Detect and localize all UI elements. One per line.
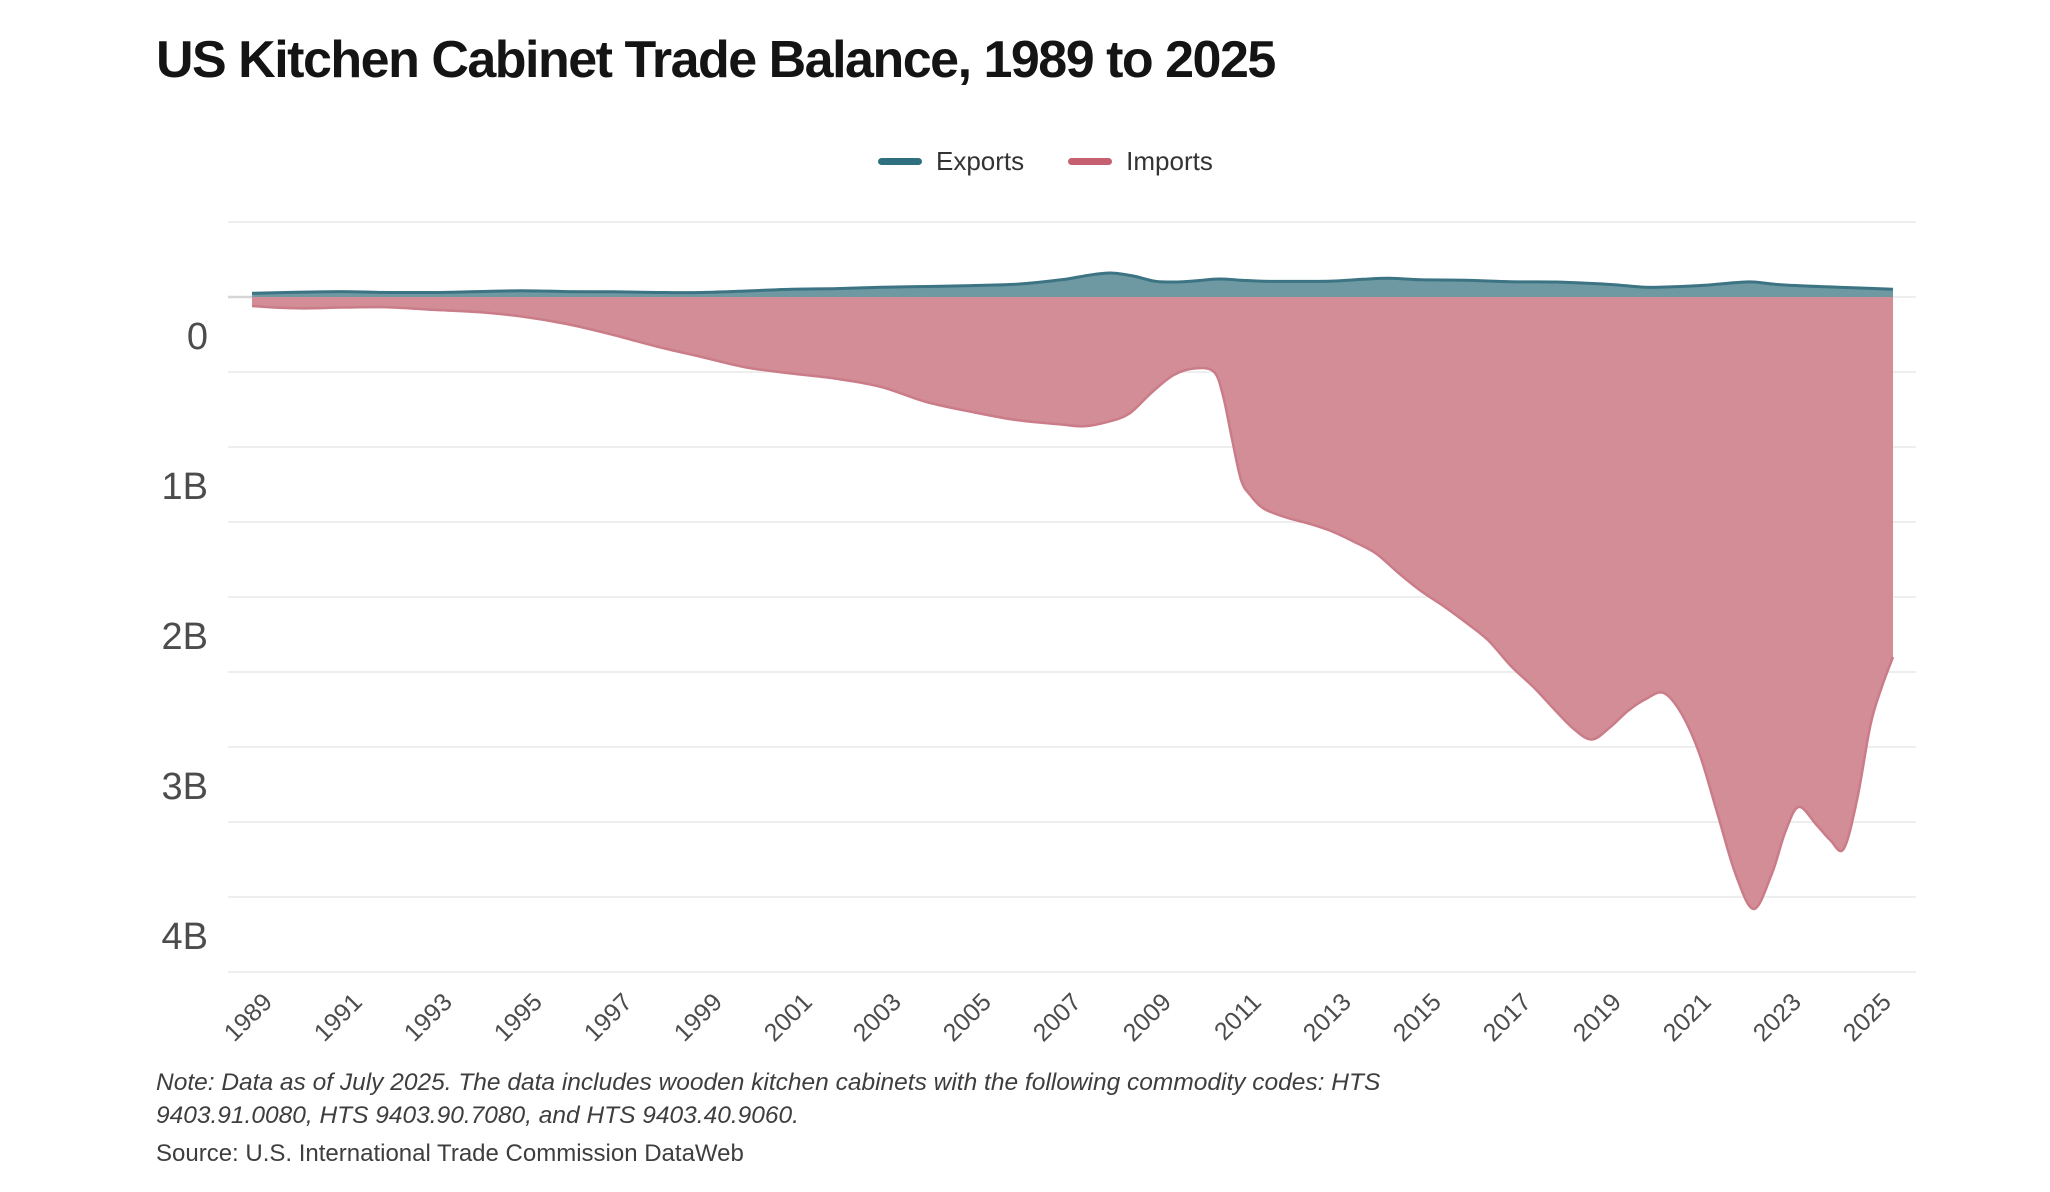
y-tick-label: 0 (186, 316, 208, 358)
y-tick-label: 1B (161, 466, 208, 508)
note-line-2: 9403.91.0080, HTS 9403.90.7080, and HTS … (156, 1102, 799, 1129)
exports-line (251, 271, 1894, 295)
note-line-1: Note: Data as of July 2025. The data inc… (156, 1069, 1381, 1096)
y-tick-label: 3B (161, 766, 208, 808)
legend-imports-label: Imports (1126, 146, 1213, 176)
chart-title: US Kitchen Cabinet Trade Balance, 1989 t… (156, 31, 1276, 89)
imports-area (252, 297, 1894, 909)
imports-swatch-icon (1068, 158, 1113, 165)
exports-swatch-icon (878, 158, 922, 165)
exports-area (252, 272, 1894, 297)
y-tick-label: 4B (161, 916, 208, 958)
imports-line (251, 304, 1895, 911)
y-tick-label: 2B (161, 616, 208, 658)
legend-item-exports: Exports (878, 146, 1024, 177)
note-text: Note: Data as of July 2025. The data inc… (156, 1066, 1676, 1132)
legend-item-imports: Imports (1068, 146, 1213, 177)
source-text: Source: U.S. International Trade Commiss… (156, 1140, 744, 1167)
legend: Exports Imports (878, 146, 1213, 177)
legend-exports-label: Exports (936, 146, 1025, 176)
